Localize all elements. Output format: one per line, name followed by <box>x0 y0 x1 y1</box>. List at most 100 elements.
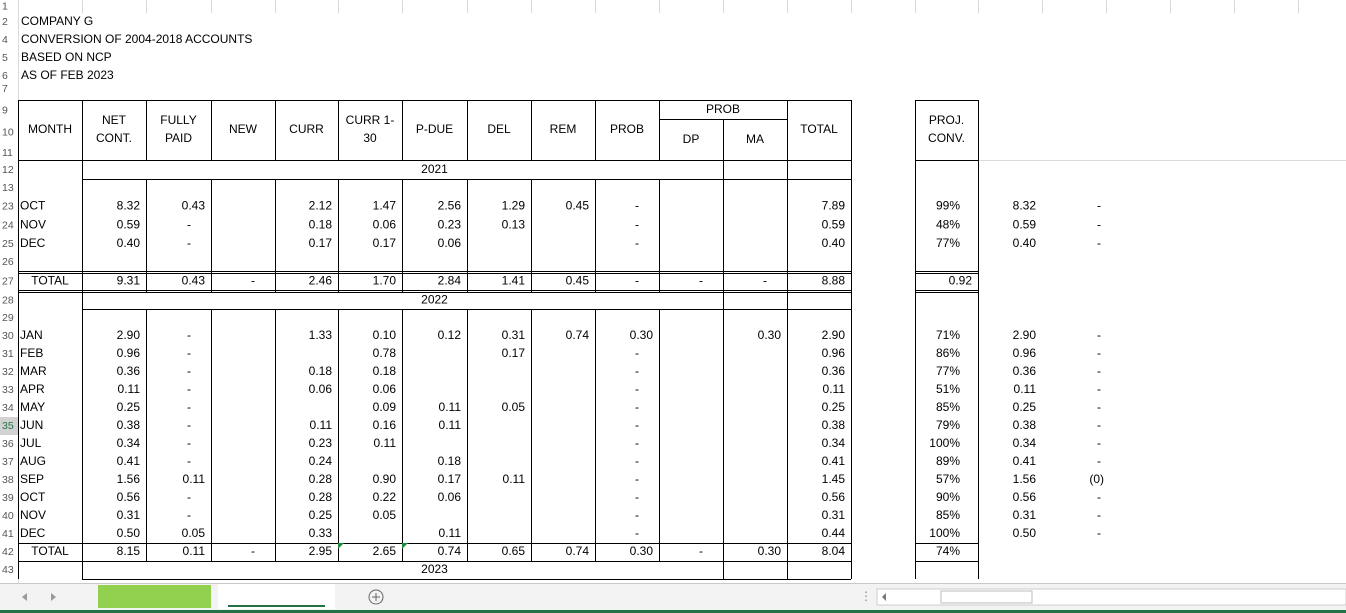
section-label: 2023 <box>421 562 448 576</box>
cell-value: 0.38 <box>822 418 846 432</box>
column-header: NET <box>102 113 127 127</box>
scroll-left[interactable] <box>882 593 886 601</box>
cell-value: 0.36 <box>1013 364 1037 378</box>
cell-value: - <box>635 236 639 250</box>
cell-value: 0.17 <box>373 236 397 250</box>
cell-value: - <box>187 382 191 396</box>
section-label: 2021 <box>421 162 448 176</box>
row-label: MAY <box>20 400 45 414</box>
cell-value: 8.32 <box>117 199 141 213</box>
prev-sheet[interactable] <box>22 593 27 601</box>
cell-value: 0.06 <box>373 382 397 396</box>
cell-value: - <box>635 508 639 522</box>
row-number: 5 <box>2 52 8 64</box>
row-number: 4 <box>2 34 8 46</box>
row-number: 43 <box>2 564 14 576</box>
cell-value: 71% <box>936 328 960 342</box>
cell-value: - <box>635 472 639 486</box>
column-header: REM <box>550 122 577 136</box>
row-number: 23 <box>2 200 14 212</box>
cell-value: - <box>187 364 191 378</box>
cell-value: 0.05 <box>502 400 526 414</box>
cell-value: 0.11 <box>310 418 333 432</box>
column-header: P-DUE <box>416 122 453 136</box>
cell-value: 0.11 <box>439 400 462 414</box>
add-sheet[interactable] <box>368 589 384 605</box>
cell-value: - <box>1097 364 1101 378</box>
row-label: JUL <box>20 436 42 450</box>
cell-value: 99% <box>936 199 960 213</box>
scroll-thumb[interactable] <box>940 590 1033 604</box>
cell-value: 0.33 <box>309 526 333 540</box>
cell-value: - <box>187 218 191 232</box>
cell-value: 0.59 <box>117 218 141 232</box>
row-label: NOV <box>20 218 46 232</box>
row-number: 38 <box>2 474 14 486</box>
menu-dots[interactable]: ⋮ <box>860 589 872 603</box>
cell-value: 1.33 <box>309 328 333 342</box>
cell-value: - <box>1097 508 1101 522</box>
tab[interactable] <box>98 585 211 608</box>
cell-value: 0.50 <box>117 526 141 540</box>
cell-value: - <box>187 490 191 504</box>
cell-value: 0.74 <box>566 544 590 558</box>
cell-value: 0.18 <box>438 454 462 468</box>
cell-value: 0.25 <box>117 400 141 414</box>
row-label: MAR <box>20 364 47 378</box>
cell-value: 0.36 <box>117 364 141 378</box>
cell-value: - <box>187 400 191 414</box>
cell-value: 85% <box>936 400 960 414</box>
cell-value: 51% <box>936 382 960 396</box>
cell-value: 0.74 <box>438 544 462 558</box>
cell-value: - <box>187 328 191 342</box>
cell-value: 0.50 <box>1013 526 1037 540</box>
cell-value: 0.17 <box>309 236 333 250</box>
cell-value: 0.92 <box>949 274 973 288</box>
cell-value: 0.11 <box>439 526 462 540</box>
cell-value: 0.23 <box>309 436 333 450</box>
cell-value: 2.90 <box>822 328 846 342</box>
cell-value: 1.45 <box>822 472 846 486</box>
row-label: COMPANY G <box>21 14 93 28</box>
cell-value: 0.18 <box>309 364 333 378</box>
cell-value: 0.18 <box>309 218 333 232</box>
cell-value: 0.11 <box>118 382 141 396</box>
next-sheet[interactable] <box>51 593 56 601</box>
row-label: FEB <box>20 346 43 360</box>
cell-value: 0.40 <box>117 236 141 250</box>
column-header: PAID <box>165 131 192 145</box>
tab-active[interactable] <box>218 584 335 609</box>
row-number: 30 <box>2 330 14 342</box>
cell-value: 0.13 <box>502 218 526 232</box>
row-number: 36 <box>2 438 14 450</box>
cell-value: 2.65 <box>373 544 397 558</box>
column-header: PROB <box>610 122 644 136</box>
cell-value: 0.40 <box>822 236 846 250</box>
cell-value: 0.41 <box>117 454 141 468</box>
cell-value: 0.30 <box>758 544 782 558</box>
column-header: CURR 1- <box>346 113 395 127</box>
cell-value: 0.96 <box>1013 346 1037 360</box>
cell-value: - <box>763 274 767 288</box>
cell-value: 1.41 <box>502 274 526 288</box>
cell-value: 0.28 <box>309 472 333 486</box>
cell-value: 1.56 <box>117 472 141 486</box>
cell-value: 0.34 <box>1013 436 1037 450</box>
cell-value: - <box>635 199 639 213</box>
cell-value: - <box>1097 346 1101 360</box>
cell-value: - <box>699 274 703 288</box>
cell-value: 0.06 <box>438 236 462 250</box>
cell-value: 0.38 <box>1013 418 1037 432</box>
column-header: NEW <box>229 122 258 136</box>
row-label: AUG <box>20 454 46 468</box>
cell-value: 9.31 <box>117 274 141 288</box>
cell-value: 1.70 <box>373 274 397 288</box>
cell-value: 0.38 <box>117 418 141 432</box>
row-number: 39 <box>2 492 14 504</box>
row-label: OCT <box>20 199 46 213</box>
cell-value: 8.88 <box>822 274 846 288</box>
cell-value: 0.65 <box>502 544 526 558</box>
cell-value: 0.56 <box>117 490 141 504</box>
row-number: 26 <box>2 256 14 268</box>
